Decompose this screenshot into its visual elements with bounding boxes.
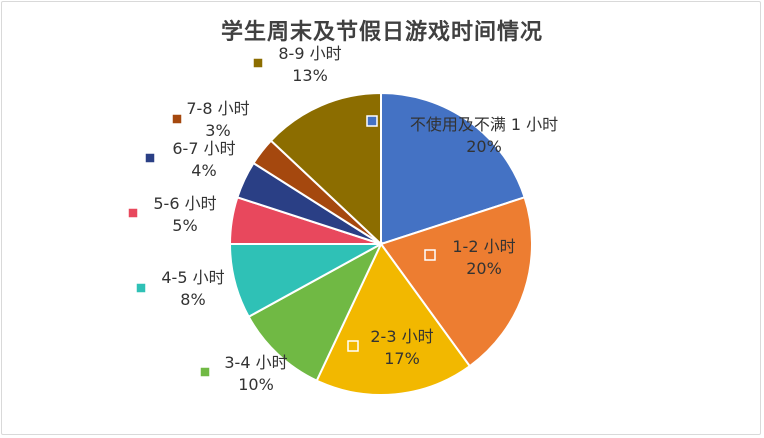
legend-key-9 [252, 57, 264, 69]
legend-key-8 [171, 113, 183, 125]
legend-key-5 [135, 282, 147, 294]
legend-key-4 [199, 366, 211, 378]
category-label-7: 6-7 小时 [172, 139, 235, 158]
percent-label-3: 17% [384, 349, 420, 368]
category-label-4: 3-4 小时 [224, 353, 287, 372]
category-label-6: 5-6 小时 [153, 194, 216, 213]
category-label-3: 2-3 小时 [370, 327, 433, 346]
pie-slice-9 [269, 91, 382, 247]
category-label-2: 1-2 小时 [452, 237, 515, 256]
percent-label-5: 8% [180, 290, 205, 309]
pie-slice-4 [247, 241, 384, 382]
pie-slice-2 [379, 196, 533, 368]
pie-slice-1 [380, 91, 526, 246]
pie-slices [228, 91, 533, 396]
legend-key-3 [347, 340, 359, 352]
chart-title: 学生周末及节假日游戏时间情况 [220, 20, 543, 45]
category-label-1: 不使用及不满 1 小时 [410, 115, 558, 134]
percent-label-7: 4% [191, 161, 216, 180]
percent-label-6: 5% [172, 216, 197, 235]
percent-label-2: 20% [466, 259, 502, 278]
percent-label-9: 13% [292, 66, 328, 85]
category-label-8: 7-8 小时 [186, 99, 249, 118]
data-labels: 不使用及不满 1 小时 20% 1-2 小时 20% 2-3 小时 17% 3-4 小时 10… [127, 44, 558, 394]
percent-label-1: 20% [466, 137, 502, 156]
percent-label-8: 3% [205, 121, 230, 140]
legend-key-6 [127, 207, 139, 219]
legend-key-2 [424, 249, 436, 261]
category-label-5: 4-5 小时 [161, 268, 224, 287]
category-label-9: 8-9 小时 [278, 44, 341, 63]
legend-key-1 [366, 115, 378, 127]
legend-key-7 [144, 152, 156, 164]
percent-label-4: 10% [238, 375, 274, 394]
pie-slice-3 [315, 242, 472, 396]
